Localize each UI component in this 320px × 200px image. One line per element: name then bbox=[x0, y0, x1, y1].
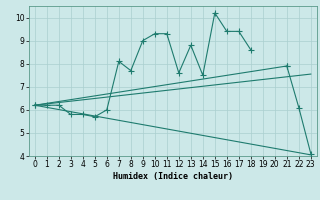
X-axis label: Humidex (Indice chaleur): Humidex (Indice chaleur) bbox=[113, 172, 233, 181]
